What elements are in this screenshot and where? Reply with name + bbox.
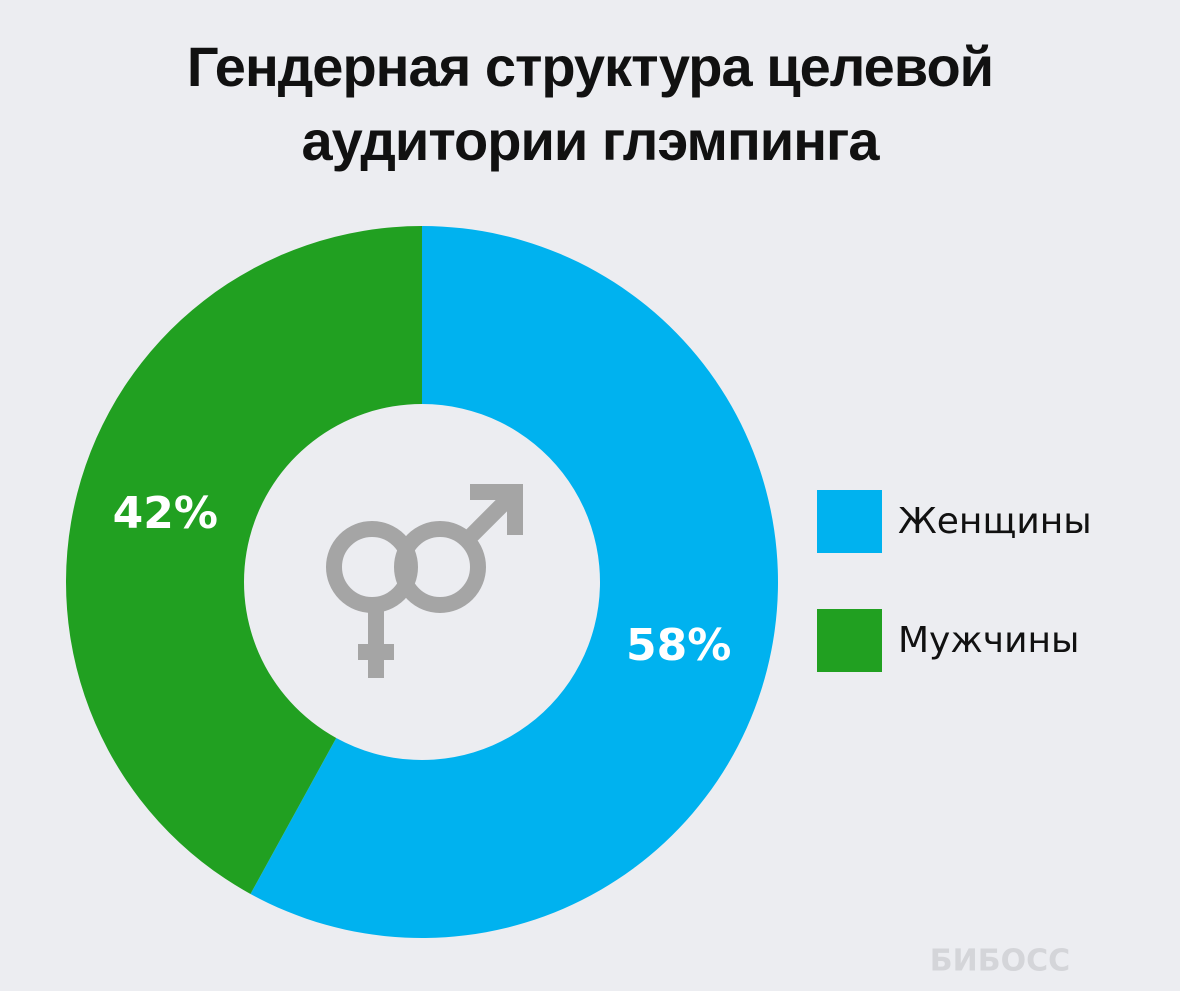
data-label: 42%	[113, 488, 218, 539]
legend-label: Мужчины	[898, 620, 1079, 661]
chart-title: Гендерная структура целевой аудитории гл…	[186, 35, 994, 172]
title-box: Гендерная структура целевой аудитории гл…	[0, 30, 1180, 178]
legend-swatch	[817, 609, 882, 672]
gender-icon	[326, 484, 523, 678]
legend-swatch	[817, 490, 882, 553]
watermark: БИБОСС	[930, 944, 1070, 979]
data-label: 58%	[626, 620, 731, 671]
donut-segment	[250, 226, 778, 938]
donut-segment	[66, 226, 422, 894]
legend-label: Женщины	[898, 501, 1092, 542]
